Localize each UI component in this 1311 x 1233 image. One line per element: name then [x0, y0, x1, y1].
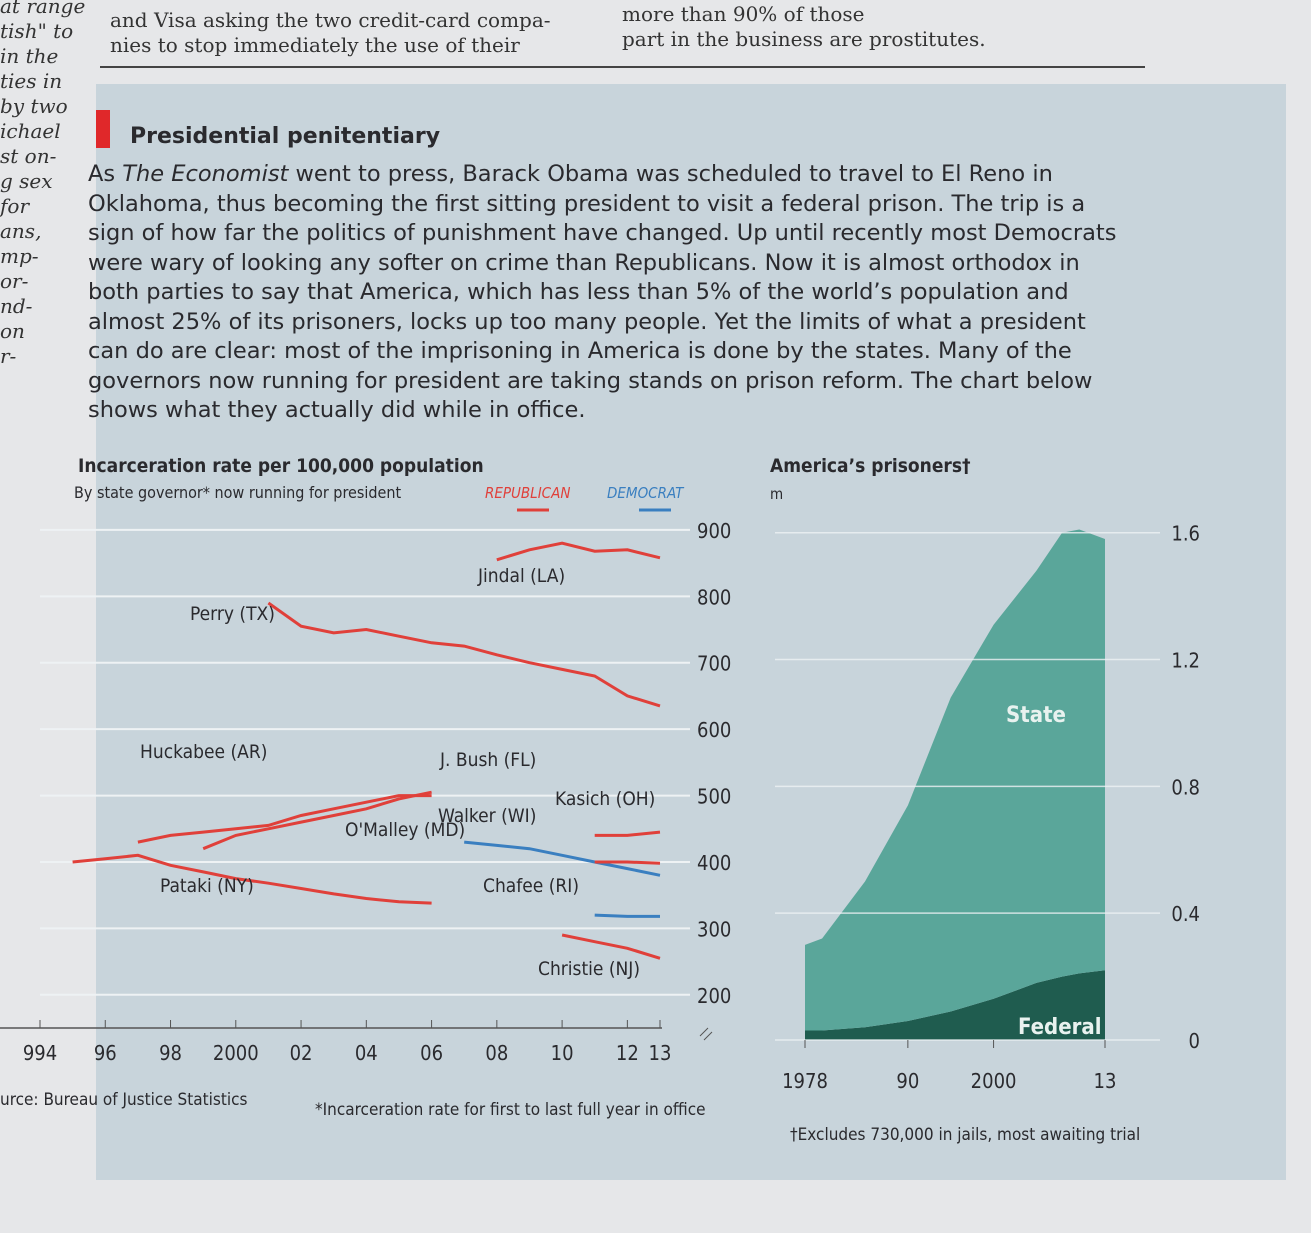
y-tick-label: 500: [697, 785, 731, 809]
y-tick-label: 700: [697, 652, 731, 676]
x-tick-label: 10: [551, 1041, 574, 1065]
column-line: ichael: [0, 119, 61, 143]
y-tick-label: 400: [697, 851, 731, 875]
series-label: Perry (TX): [190, 603, 275, 625]
column-line: at range: [0, 0, 86, 18]
article-title: Presidential penitentiary: [130, 124, 441, 149]
x-tick-label: 04: [355, 1041, 378, 1065]
column-line: r-: [0, 344, 17, 368]
series-line: [267, 601, 661, 708]
x-tick-label: 994: [23, 1041, 57, 1065]
x-tick-label: 2000: [213, 1041, 259, 1065]
y-tick-label: 200: [697, 984, 731, 1008]
column-line: nies to stop immediately the use of thei…: [110, 33, 520, 57]
column-line: by two: [0, 94, 68, 118]
x-tick-label: 06: [420, 1041, 443, 1065]
footnote: †Excludes 730,000 in jails, most awaitin…: [790, 1125, 1140, 1145]
x-tick-label: 2000: [971, 1069, 1017, 1093]
area: [805, 970, 1105, 1040]
y-tick-label: 0.4: [1171, 902, 1200, 926]
series-label: Chafee (RI): [483, 875, 579, 897]
legend-label: DEMOCRAT: [607, 484, 685, 502]
series-line: [561, 933, 661, 960]
y-tick-label: 1.2: [1171, 649, 1200, 673]
area: [805, 529, 1105, 1031]
body-text: went to press, Barack Obama was schedule…: [88, 161, 1117, 423]
column-line: more than 90% of those: [622, 2, 865, 26]
legend-label: REPUBLICAN: [485, 484, 570, 502]
series-line: [464, 840, 661, 877]
x-tick-label: 08: [485, 1041, 508, 1065]
column-left: at range tish" to in the ties in by two ichae…: [0, 0, 85, 369]
column-line: on: [0, 319, 25, 343]
column-line: ties in: [0, 69, 63, 93]
column-line: ans,: [0, 219, 42, 243]
column-line: st on-: [0, 144, 57, 168]
footnote: *Incarceration rate for first to last fu…: [315, 1100, 706, 1120]
series-line: [594, 860, 661, 865]
column-line: tish" to: [0, 19, 74, 43]
area-label: Federal: [1018, 1015, 1102, 1040]
column-middle: and Visa asking the two credit-card comp…: [110, 8, 551, 58]
x-tick-label: 96: [94, 1041, 117, 1065]
series-line: [202, 790, 432, 851]
y-tick-label: 0.8: [1171, 775, 1200, 799]
series-line: [594, 830, 661, 837]
red-marker: [96, 110, 110, 148]
area-label: State: [1006, 703, 1066, 728]
series-label: Jindal (LA): [477, 565, 565, 587]
series-line: [72, 853, 432, 905]
series-line: [496, 541, 661, 562]
y-tick-label: 600: [697, 718, 731, 742]
axis-break: [699, 1027, 713, 1041]
rule: [100, 66, 1145, 68]
column-line: for: [0, 194, 30, 218]
x-tick-label: 1978: [782, 1069, 828, 1093]
y-tick-label: 0: [1189, 1029, 1200, 1053]
x-tick-label: 98: [159, 1041, 182, 1065]
series-label: J. Bush (FL): [439, 749, 536, 771]
chart-title: America’s prisoners†: [770, 455, 971, 477]
column-line: g sex: [0, 169, 53, 193]
series-label: Kasich (OH): [555, 788, 655, 810]
y-tick-label: 900: [697, 519, 731, 543]
x-tick-label: 90: [896, 1069, 919, 1093]
column-line: or-: [0, 269, 29, 293]
chart-unit: m: [770, 485, 783, 503]
column-line: mp-: [0, 244, 39, 268]
x-tick-label: 13: [1094, 1069, 1117, 1093]
series-label: Huckabee (AR): [140, 741, 267, 763]
x-tick-label: 13: [649, 1041, 672, 1065]
body-text: The Economist: [122, 161, 289, 187]
series-label: Christie (NJ): [538, 958, 640, 980]
y-tick-label: 800: [697, 585, 731, 609]
chart-subtitle: By state governor* now running for presi…: [74, 483, 401, 502]
series-line: [594, 913, 660, 918]
column-line: in the: [0, 44, 59, 68]
series-label: Walker (WI): [438, 805, 536, 827]
series-label: Pataki (NY): [160, 875, 254, 897]
column-line: part in the business are prostitutes.: [622, 27, 986, 51]
series-label: O'Malley (MD): [345, 819, 465, 841]
x-tick-label: 02: [290, 1041, 313, 1065]
x-tick-label: 12: [616, 1041, 639, 1065]
column-line: nd-: [0, 294, 33, 318]
chart-title: Incarceration rate per 100,000 populatio…: [78, 455, 484, 477]
article-body: As The Economist went to press, Barack O…: [88, 160, 1128, 426]
source: urce: Bureau of Justice Statistics: [0, 1090, 247, 1110]
column-line: and Visa asking the two credit-card comp…: [110, 8, 551, 32]
y-tick-label: 1.6: [1171, 522, 1200, 546]
body-text: As: [88, 161, 123, 187]
series-line: [137, 794, 432, 844]
y-tick-label: 300: [697, 917, 731, 941]
column-right: more than 90% of those part in the busine…: [622, 2, 986, 52]
